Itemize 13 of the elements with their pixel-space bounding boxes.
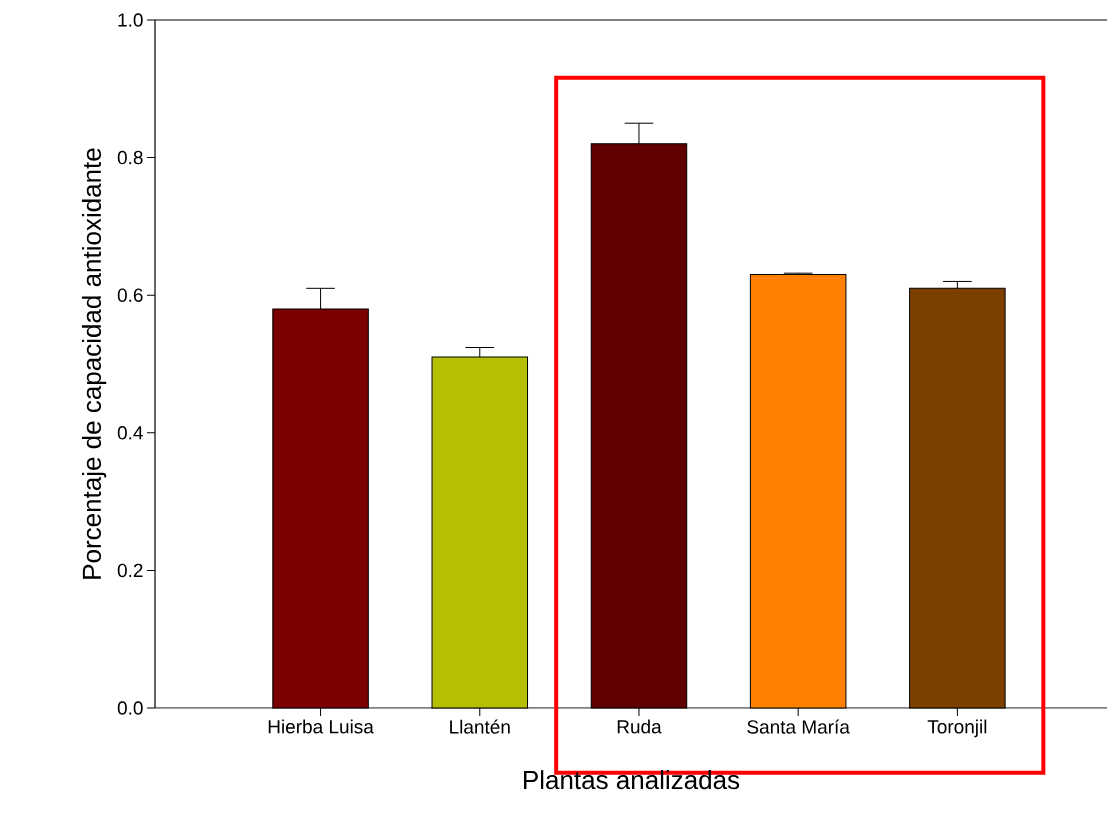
y-axis-title: Porcentaje de capacidad antioxidante [81,148,107,579]
x-tick-label: Llantén [450,719,510,734]
y-tick-label: 0.8 [117,150,143,165]
x-tick-label: Toronjil [927,719,987,738]
y-tick-label: 0.6 [117,288,143,302]
y-tick-label: 0.4 [117,426,143,440]
x-axis-title: Plantas analizadas [524,770,740,790]
y-tick-label: 0.2 [117,563,143,578]
x-tick-label: Santa María [747,719,850,734]
y-tick-label: 0.0 [117,701,143,715]
x-tick-label: Hierba Luisa [268,719,374,734]
x-tick-label: Ruda [617,719,662,734]
y-tick-label: 1.0 [118,13,143,27]
